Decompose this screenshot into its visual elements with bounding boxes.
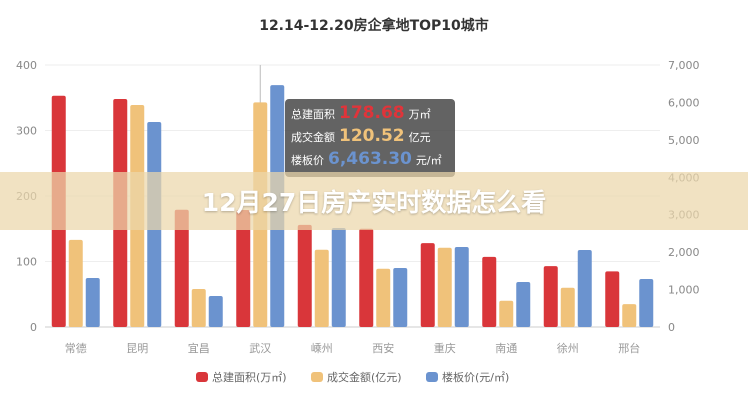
bar-嵊州-0: [297, 224, 312, 327]
y2-tick-label: 5,000: [668, 134, 700, 147]
bar-西安-0: [359, 228, 374, 327]
legend-swatch: [426, 372, 438, 382]
bar-常德-2: [85, 277, 100, 327]
bar-嵊州-1: [314, 249, 329, 327]
tooltip-label: 成交金额: [291, 131, 335, 144]
title-banner: 12月27日房产实时数据怎么看: [0, 172, 748, 230]
bar-宜昌-2: [208, 296, 223, 327]
x-tick-label: 常德: [65, 341, 87, 355]
y-tick-label: 300: [16, 125, 37, 138]
bar-徐州-1: [560, 287, 575, 327]
tooltip-unit: 亿元: [408, 131, 431, 144]
tooltip-unit: 元/㎡: [415, 154, 442, 167]
x-tick-label: 重庆: [434, 341, 456, 355]
x-tick-label: 武汉: [249, 342, 271, 355]
tooltip-label: 楼板价: [291, 154, 324, 167]
x-tick-label: 昆明: [126, 342, 148, 355]
banner-text: 12月27日房产实时数据怎么看: [201, 188, 547, 217]
tooltip-label: 总建面积: [291, 108, 335, 121]
bar-重庆-0: [420, 243, 435, 327]
bar-南通-0: [482, 256, 497, 327]
legend-label: 成交金额(亿元): [327, 370, 402, 384]
tooltip: 总建面积 178.68 万㎡ 成交金额 120.52 亿元 楼板价 6,463.30 元/㎡: [285, 99, 455, 177]
y-tick-label: 100: [16, 256, 37, 269]
bar-邢台-0: [605, 271, 620, 327]
tooltip-unit: 万㎡: [408, 108, 431, 121]
x-tick-label: 邢台: [618, 341, 640, 355]
bar-常德-1: [68, 239, 83, 327]
y2-tick-label: 1,000: [668, 284, 700, 297]
bar-重庆-1: [437, 247, 452, 327]
x-tick-label: 南通: [495, 342, 517, 355]
bar-武汉-0: [236, 209, 251, 327]
bar-邢台-2: [639, 279, 654, 327]
legend-swatch: [196, 372, 208, 382]
tooltip-value: 6,463.30: [328, 149, 412, 169]
bar-西安-2: [393, 268, 408, 327]
bar-西安-1: [376, 268, 391, 327]
legend-label: 楼板价(元/㎡): [442, 370, 509, 384]
x-tick-label: 徐州: [557, 341, 579, 355]
y-tick-label: 400: [16, 59, 37, 72]
legend-swatch: [311, 372, 323, 382]
chart-title: 12.14-12.20房企拿地TOP10城市: [259, 17, 489, 34]
y2-tick-label: 6,000: [668, 96, 700, 109]
bar-徐州-2: [577, 250, 592, 327]
bar-嵊州-2: [331, 228, 346, 327]
bar-邢台-1: [622, 304, 637, 327]
y2-tick-label: 7,000: [668, 59, 700, 72]
legend-label: 总建面积(万㎡): [212, 370, 287, 384]
x-tick-label: 西安: [372, 341, 394, 355]
x-tick-label: 宜昌: [188, 341, 210, 355]
bar-徐州-0: [543, 266, 558, 327]
bar-南通-1: [499, 300, 514, 327]
bar-宜昌-1: [191, 289, 206, 327]
tooltip-value: 120.52: [339, 126, 405, 146]
bar-南通-2: [516, 282, 531, 327]
bar-宜昌-0: [174, 209, 189, 327]
bar-重庆-2: [454, 247, 469, 327]
x-tick-label: 嵊州: [311, 342, 333, 355]
y-tick-label: 0: [30, 321, 37, 334]
y2-tick-label: 0: [668, 321, 675, 334]
tooltip-value: 178.68: [339, 103, 405, 123]
y2-tick-label: 2,000: [668, 246, 700, 259]
